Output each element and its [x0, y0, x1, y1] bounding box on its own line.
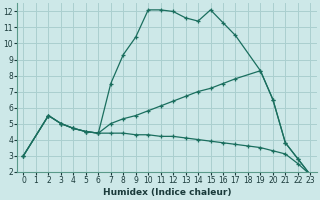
- X-axis label: Humidex (Indice chaleur): Humidex (Indice chaleur): [103, 188, 231, 197]
